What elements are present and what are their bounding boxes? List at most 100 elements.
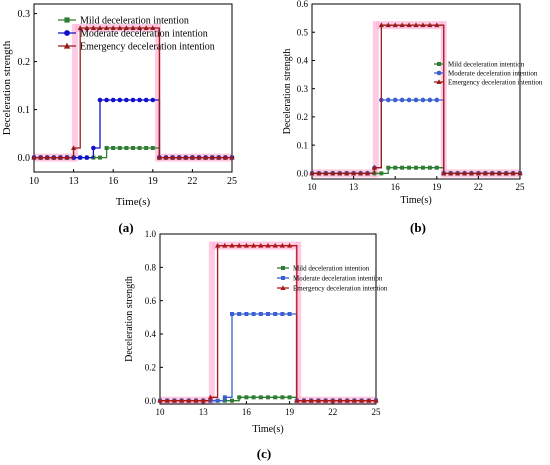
data-point xyxy=(189,154,195,160)
data-point xyxy=(110,97,116,103)
data-point xyxy=(517,170,523,176)
data-point xyxy=(57,154,63,160)
series-moderate xyxy=(31,97,235,160)
y-tick-label: 0.8 xyxy=(145,262,157,272)
data-point xyxy=(393,165,398,170)
data-point xyxy=(111,146,116,150)
data-point xyxy=(371,164,377,170)
series-moderate xyxy=(158,312,378,403)
data-point xyxy=(144,146,149,150)
x-axis-label: Time(s) xyxy=(116,196,151,208)
data-point xyxy=(117,146,122,150)
data-point xyxy=(156,154,162,160)
data-point xyxy=(97,25,103,30)
data-point xyxy=(316,170,322,176)
legend-label: Moderate deceleration intention xyxy=(80,29,208,40)
series-line xyxy=(312,99,520,175)
legend-label: Mild deceleration intention xyxy=(448,60,525,68)
data-point xyxy=(427,22,433,28)
data-point xyxy=(90,25,96,30)
data-point xyxy=(222,154,228,160)
data-point xyxy=(98,155,102,160)
data-point xyxy=(496,170,502,176)
legend: Mild deceleration intention Moderate dece… xyxy=(58,16,215,53)
data-point xyxy=(258,395,263,400)
legend-marker xyxy=(437,62,441,66)
data-point xyxy=(157,397,163,403)
data-point xyxy=(230,398,234,403)
data-point xyxy=(385,97,391,103)
highlight-band-edge xyxy=(155,24,162,162)
data-point xyxy=(209,154,215,160)
legend-marker xyxy=(281,276,285,280)
data-point xyxy=(229,242,235,248)
data-point xyxy=(359,397,365,403)
data-point xyxy=(124,97,129,103)
series-emergency xyxy=(31,25,235,160)
data-point xyxy=(237,312,242,316)
data-point xyxy=(137,97,142,103)
data-point xyxy=(258,312,263,316)
x-tick-label: 16 xyxy=(108,176,118,187)
y-tick-label: 0.1 xyxy=(18,105,31,116)
x-tick-label: 19 xyxy=(285,407,295,417)
data-point xyxy=(414,165,418,170)
data-point xyxy=(379,171,384,176)
data-point xyxy=(44,154,50,160)
highlight-band-edge xyxy=(295,241,302,405)
data-point xyxy=(399,97,405,103)
legend-label: Mild deceleration intention xyxy=(80,16,189,27)
data-point xyxy=(196,154,202,160)
legend-marker xyxy=(64,30,70,36)
data-point xyxy=(143,25,149,30)
data-point xyxy=(137,25,143,30)
data-point xyxy=(373,397,379,403)
data-point xyxy=(413,97,419,103)
y-tick-label: 0.2 xyxy=(145,362,156,372)
data-point xyxy=(215,398,220,403)
legend-label: Emergency deceleration intention xyxy=(80,42,215,53)
data-point xyxy=(272,242,278,248)
chart-panel-2: 10 13 16 19 22 25 0.0 0.1 0.2 0.3 0.4 0.5 0.6 Time(s)… xyxy=(282,0,543,235)
data-point xyxy=(448,170,454,176)
series-moderate xyxy=(309,97,523,176)
legend-label: Emergency deceleration intention xyxy=(448,78,543,86)
panel-label: (c) xyxy=(257,446,271,461)
data-point xyxy=(287,395,292,400)
x-tick-label: 25 xyxy=(227,176,237,187)
data-point xyxy=(104,97,109,103)
y-tick-label: 0.0 xyxy=(145,396,157,406)
data-point xyxy=(366,397,372,403)
data-point xyxy=(364,170,371,176)
data-point xyxy=(399,22,405,28)
data-point xyxy=(84,25,90,30)
data-point xyxy=(337,170,343,176)
data-point xyxy=(251,242,257,248)
series-emergency xyxy=(309,22,523,176)
x-tick-label: 25 xyxy=(516,182,526,192)
y-tick-label: 0.6 xyxy=(297,0,309,9)
data-point xyxy=(193,397,199,403)
highlight-band-edge xyxy=(372,21,379,178)
data-point xyxy=(510,170,516,176)
data-point xyxy=(407,165,412,170)
data-point xyxy=(183,154,189,160)
data-point xyxy=(171,397,177,403)
x-tick-label: 10 xyxy=(156,407,166,417)
data-point xyxy=(203,154,209,160)
data-point xyxy=(244,312,249,316)
data-point xyxy=(413,22,419,28)
legend-label: Moderate deceleration intention xyxy=(293,274,383,282)
data-point xyxy=(91,145,96,151)
data-point xyxy=(237,395,242,400)
data-point xyxy=(38,154,44,160)
data-point xyxy=(400,165,405,170)
data-point xyxy=(441,170,447,176)
data-point xyxy=(351,397,357,403)
data-point xyxy=(323,170,329,176)
data-point xyxy=(337,397,343,403)
data-point xyxy=(243,242,249,248)
legend-label: Moderate deceleration intention xyxy=(448,69,538,77)
data-point xyxy=(468,170,475,176)
